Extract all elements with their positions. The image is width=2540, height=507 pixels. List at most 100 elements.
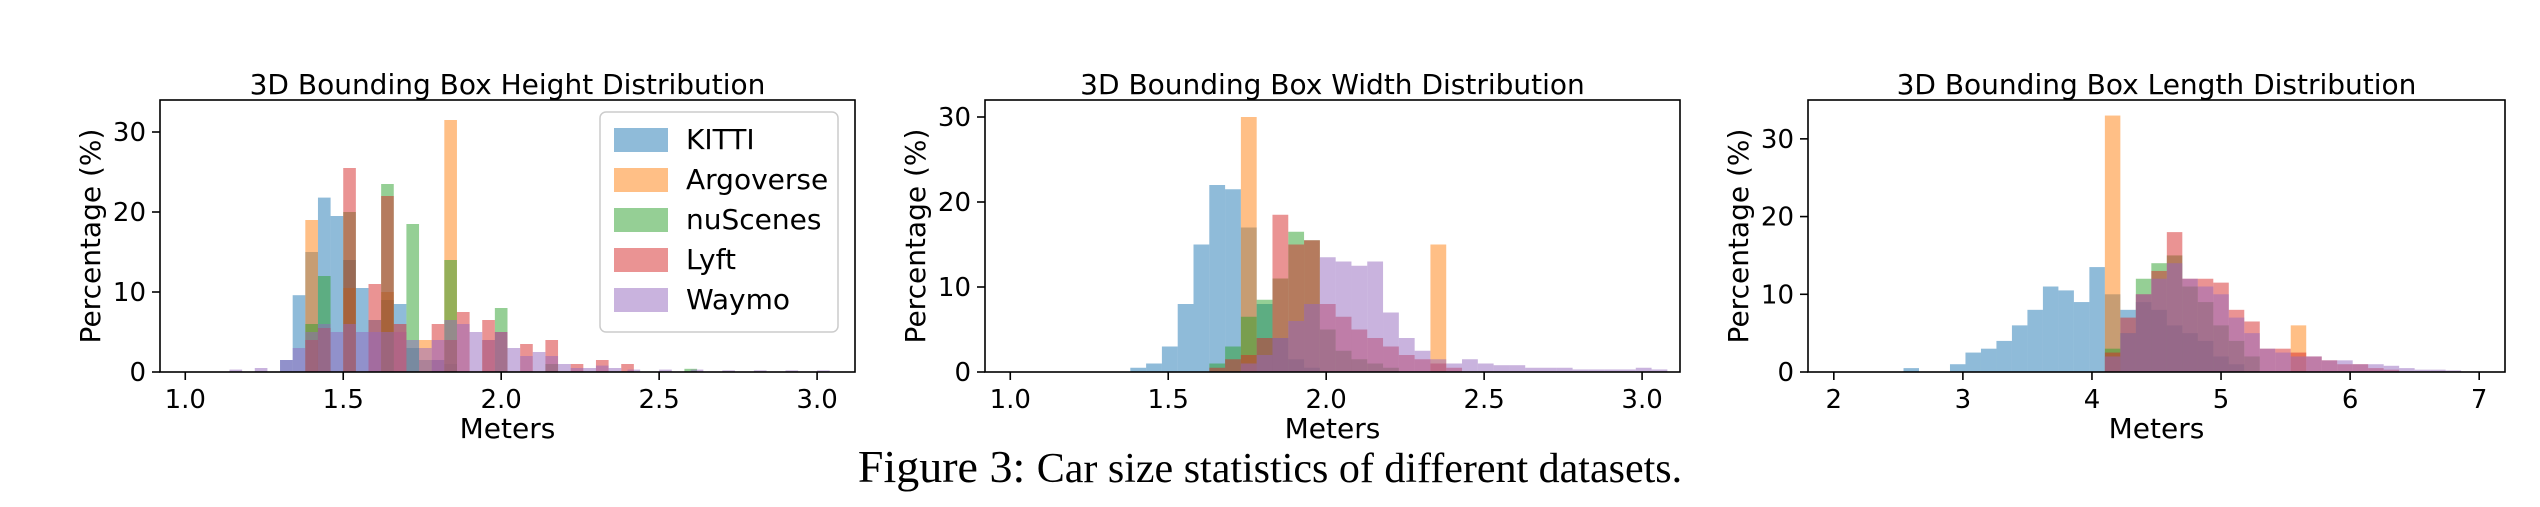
chart-panel-1: 3D Bounding Box Height Distribution 1.0 1.… (74, 68, 856, 445)
histogram-bar (558, 364, 571, 372)
legend-label-lyft: Lyft (686, 243, 736, 276)
histogram-bar (1949, 364, 1966, 372)
histogram-bar (2089, 267, 2105, 372)
x-tick-label: 5 (2213, 385, 2230, 415)
histogram-bar (1525, 367, 1541, 372)
y-tick-label: 0 (1777, 358, 1794, 388)
histogram-bar (659, 369, 672, 372)
histogram-bar (595, 365, 609, 372)
histogram-bar (1635, 367, 1652, 372)
histogram-bar (1225, 189, 1241, 372)
legend-swatch-waymo (614, 288, 668, 312)
histogram-bar (1256, 355, 1273, 372)
x-tick-label: 1.5 (323, 385, 364, 415)
histogram-bar (583, 368, 596, 372)
histogram-bar (1619, 369, 1636, 372)
histogram-bar (2073, 302, 2090, 372)
histogram-bar (1209, 185, 1226, 372)
histogram-bar (1965, 352, 1981, 372)
legend-label-kitti: KITTI (686, 123, 755, 156)
histogram-bar (545, 356, 559, 372)
histogram-bar (2430, 369, 2446, 372)
x-tick-label: 2.0 (1306, 385, 1347, 415)
x-tick-label: 1.0 (990, 385, 1031, 415)
series-waymo (229, 320, 830, 372)
histogram-bar (1541, 367, 1557, 372)
histogram-bar (1288, 321, 1305, 372)
y-tick-label: 10 (113, 278, 146, 308)
histogram-bar (1351, 265, 1368, 372)
histogram-bar (520, 356, 533, 372)
histogram-bar (1177, 304, 1194, 372)
histogram-bar (2151, 278, 2167, 372)
histogram-bar (1209, 367, 1226, 372)
series-argoverse (1240, 117, 1447, 372)
histogram-bar (1509, 365, 1526, 372)
y-tick-label: 20 (938, 188, 971, 218)
histogram-bar (1493, 365, 1510, 372)
histogram-bar (2027, 309, 2043, 372)
histogram-bar (1146, 363, 1162, 372)
histogram-bar (1383, 312, 1399, 372)
histogram-bar (2166, 263, 2183, 372)
x-axis-label: Meters (1285, 412, 1381, 440)
axes-frame (1807, 99, 2506, 373)
charts-svg: 3D Bounding Box Height Distribution 1.0 1.… (74, 68, 2506, 445)
histogram-bar (2042, 286, 2059, 372)
histogram-bar (1272, 214, 1289, 372)
x-tick-label: 1.5 (1148, 385, 1189, 415)
histogram-bar (469, 332, 483, 372)
histogram-bar (355, 332, 369, 372)
histogram-bar (2197, 286, 2214, 372)
legend-frame (599, 111, 839, 333)
histogram-bar (2011, 325, 2028, 372)
axes-frame (159, 99, 856, 373)
histogram-bar (254, 368, 268, 372)
x-tick-label: 7 (2471, 385, 2488, 415)
legend: KITTI Argoverse nuScenes Lyft Waymo (599, 111, 839, 333)
legend-swatch-lyft (614, 248, 668, 272)
histogram-bar (1903, 368, 1920, 372)
x-tick-label: 6 (2342, 385, 2359, 415)
histogram-bar (2306, 356, 2322, 372)
histogram-bar (1588, 369, 1605, 372)
histogram-bar (444, 320, 457, 372)
x-tick-label: 3.0 (1621, 385, 1662, 415)
legend-label-nuscenes: nuScenes (686, 203, 821, 236)
x-tick-label: 4 (2084, 385, 2101, 415)
histogram-bar (406, 340, 420, 372)
histogram-bar (494, 332, 508, 372)
histogram-bar (229, 369, 243, 372)
histogram-bar (381, 332, 394, 372)
chart-title: 3D Bounding Box Height Distribution (250, 68, 766, 101)
histogram-bar (690, 369, 704, 372)
y-tick-label: 30 (1761, 125, 1794, 155)
histogram-bar (2058, 290, 2074, 372)
histogram-bar (1319, 257, 1336, 372)
y-tick-label: 0 (129, 358, 146, 388)
histogram-bar (330, 332, 344, 372)
legend-swatch-argoverse (614, 168, 668, 192)
histogram-bar (2414, 369, 2431, 372)
series-waymo (1240, 257, 1668, 372)
caption-label: Figure 3: (857, 441, 1026, 492)
histogram-bar (1398, 338, 1415, 372)
y-axis-label: Percentage (%) (1722, 129, 1755, 344)
x-tick-label: 2.5 (638, 385, 679, 415)
histogram-bar (1430, 244, 1447, 372)
histogram-bar (1193, 244, 1210, 372)
histogram-bar (2368, 364, 2384, 372)
histogram-bar (1272, 338, 1289, 372)
caption-text: Car size statistics of different dataset… (1036, 446, 1683, 492)
histogram-bar (507, 348, 521, 372)
y-tick-label: 30 (113, 118, 146, 148)
x-tick-label: 1.0 (165, 385, 206, 415)
histogram-bar (532, 352, 546, 372)
legend-label-waymo: Waymo (686, 283, 790, 316)
histogram-bar (393, 332, 407, 372)
histogram-bar (2120, 333, 2136, 372)
histogram-bar (2399, 368, 2415, 372)
x-axis-label: Meters (460, 412, 556, 440)
chart-panel-2: 3D Bounding Box Width Distribution 1.0 1.5… (899, 68, 1681, 445)
histogram-bar (2104, 115, 2121, 373)
